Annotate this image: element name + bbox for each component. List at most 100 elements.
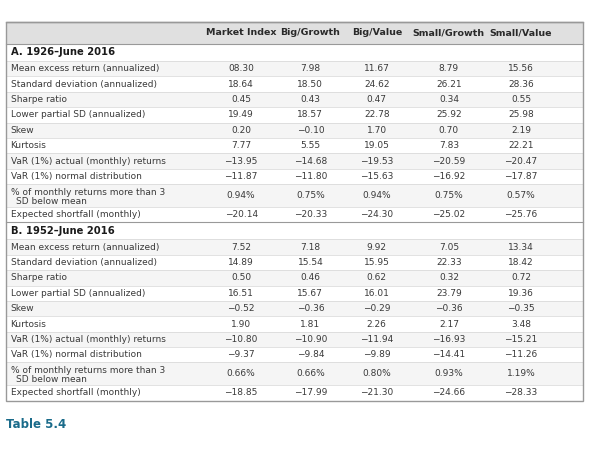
Text: 1.90: 1.90 <box>231 320 251 329</box>
Text: 16.01: 16.01 <box>364 289 390 298</box>
Text: 0.20: 0.20 <box>231 126 251 135</box>
Text: 23.79: 23.79 <box>436 289 462 298</box>
Text: 7.83: 7.83 <box>439 141 459 150</box>
Bar <box>6 154 583 169</box>
Text: 24.62: 24.62 <box>364 79 389 88</box>
Text: −0.52: −0.52 <box>227 304 255 313</box>
Text: VaR (1%) normal distribution: VaR (1%) normal distribution <box>11 172 141 181</box>
Text: 18.64: 18.64 <box>228 79 254 88</box>
Bar <box>6 286 583 301</box>
Text: Kurtosis: Kurtosis <box>11 141 47 150</box>
Text: 8.79: 8.79 <box>439 64 459 73</box>
Text: 0.50: 0.50 <box>231 273 251 282</box>
Text: 14.89: 14.89 <box>228 258 254 267</box>
Bar <box>6 222 583 239</box>
Text: Standard deviation (annualized): Standard deviation (annualized) <box>11 258 157 267</box>
Text: Skew: Skew <box>11 304 34 313</box>
Text: 11.67: 11.67 <box>364 64 390 73</box>
Text: 0.57%: 0.57% <box>507 191 535 200</box>
Text: −10.90: −10.90 <box>294 335 327 344</box>
Text: Big/Value: Big/Value <box>352 28 402 37</box>
Text: −25.02: −25.02 <box>432 210 465 219</box>
Text: 5.55: 5.55 <box>300 141 320 150</box>
Bar <box>6 92 583 107</box>
Text: 0.66%: 0.66% <box>296 369 325 379</box>
Text: −25.76: −25.76 <box>504 210 538 219</box>
Text: −0.29: −0.29 <box>363 304 391 313</box>
Text: 0.45: 0.45 <box>231 95 251 104</box>
Text: B. 1952–June 2016: B. 1952–June 2016 <box>11 226 114 236</box>
Text: −9.89: −9.89 <box>363 350 391 359</box>
Bar <box>6 239 583 255</box>
Text: 7.98: 7.98 <box>300 64 320 73</box>
Text: 22.33: 22.33 <box>436 258 462 267</box>
Text: VaR (1%) normal distribution: VaR (1%) normal distribution <box>11 350 141 359</box>
Text: 7.52: 7.52 <box>231 242 251 251</box>
Bar <box>6 184 583 207</box>
Text: 9.92: 9.92 <box>367 242 387 251</box>
Text: SD below mean: SD below mean <box>16 197 87 206</box>
Text: Big/Growth: Big/Growth <box>280 28 340 37</box>
Text: A. 1926–June 2016: A. 1926–June 2016 <box>11 48 115 57</box>
Text: −9.37: −9.37 <box>227 350 255 359</box>
Text: 15.95: 15.95 <box>364 258 390 267</box>
Text: 25.92: 25.92 <box>436 110 462 119</box>
Text: Sharpe ratio: Sharpe ratio <box>11 273 67 282</box>
Text: −0.35: −0.35 <box>507 304 535 313</box>
Text: 08.30: 08.30 <box>228 64 254 73</box>
Bar <box>6 22 583 401</box>
Text: 15.67: 15.67 <box>297 289 323 298</box>
Bar <box>6 270 583 286</box>
Bar <box>6 207 583 222</box>
Text: 25.98: 25.98 <box>508 110 534 119</box>
Text: −0.10: −0.10 <box>296 126 324 135</box>
Text: −20.14: −20.14 <box>224 210 257 219</box>
Text: 18.42: 18.42 <box>508 258 534 267</box>
Text: Expected shortfall (monthly): Expected shortfall (monthly) <box>11 210 140 219</box>
Text: 0.32: 0.32 <box>439 273 459 282</box>
Text: 0.93%: 0.93% <box>435 369 464 379</box>
Text: % of monthly returns more than 3: % of monthly returns more than 3 <box>11 366 165 375</box>
Text: Small/Value: Small/Value <box>490 28 552 37</box>
Bar <box>6 332 583 347</box>
Text: Lower partial SD (annualized): Lower partial SD (annualized) <box>11 289 145 298</box>
Bar <box>6 76 583 92</box>
Text: 0.75%: 0.75% <box>435 191 464 200</box>
Text: 0.46: 0.46 <box>300 273 320 282</box>
Text: −15.21: −15.21 <box>504 335 538 344</box>
Text: 7.05: 7.05 <box>439 242 459 251</box>
Text: 22.78: 22.78 <box>364 110 389 119</box>
Text: 0.34: 0.34 <box>439 95 459 104</box>
Bar <box>6 301 583 316</box>
Text: −20.33: −20.33 <box>294 210 327 219</box>
Text: −20.59: −20.59 <box>432 157 465 166</box>
Text: 18.50: 18.50 <box>297 79 323 88</box>
Text: −13.95: −13.95 <box>224 157 258 166</box>
Text: 0.47: 0.47 <box>367 95 387 104</box>
Text: −11.80: −11.80 <box>294 172 327 181</box>
Text: 0.43: 0.43 <box>300 95 320 104</box>
Text: 15.54: 15.54 <box>297 258 323 267</box>
Text: −20.47: −20.47 <box>505 157 538 166</box>
Text: −16.93: −16.93 <box>432 335 465 344</box>
Text: −17.87: −17.87 <box>504 172 538 181</box>
Bar <box>6 362 583 385</box>
Text: Expected shortfall (monthly): Expected shortfall (monthly) <box>11 388 140 397</box>
Text: −11.26: −11.26 <box>504 350 538 359</box>
Text: −18.85: −18.85 <box>224 388 258 397</box>
Bar <box>6 61 583 76</box>
Text: 19.05: 19.05 <box>364 141 390 150</box>
Text: 26.21: 26.21 <box>436 79 462 88</box>
Bar <box>6 169 583 184</box>
Text: 0.55: 0.55 <box>511 95 531 104</box>
Bar <box>6 255 583 270</box>
Text: −24.30: −24.30 <box>360 210 393 219</box>
Text: 7.77: 7.77 <box>231 141 251 150</box>
Text: Standard deviation (annualized): Standard deviation (annualized) <box>11 79 157 88</box>
Text: −21.30: −21.30 <box>360 388 393 397</box>
Text: 16.51: 16.51 <box>228 289 254 298</box>
Text: 18.57: 18.57 <box>297 110 323 119</box>
Bar <box>6 123 583 138</box>
Text: % of monthly returns more than 3: % of monthly returns more than 3 <box>11 188 165 197</box>
Text: Mean excess return (annualized): Mean excess return (annualized) <box>11 64 159 73</box>
